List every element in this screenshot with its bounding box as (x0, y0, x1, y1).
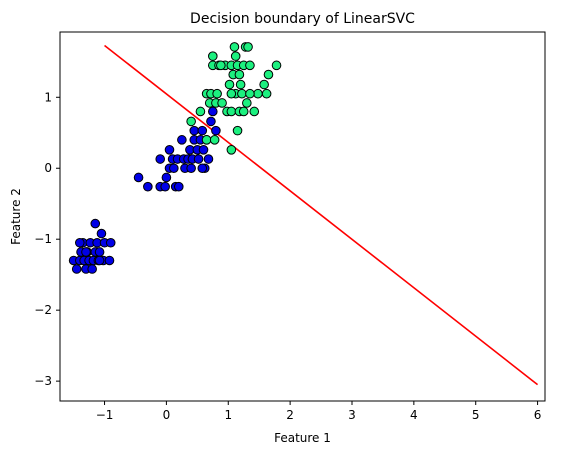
data-point (234, 69, 245, 80)
data-point (212, 88, 222, 99)
data-point (96, 228, 107, 239)
data-point (261, 88, 272, 99)
data-point (211, 125, 221, 136)
data-point (94, 247, 105, 257)
data-point (104, 255, 115, 266)
chart-title: Decision boundary of LinearSVC (190, 11, 415, 27)
data-point (195, 106, 206, 117)
x-tick-label: 6 (534, 408, 542, 422)
y-tick-label: −1 (34, 232, 52, 246)
data-point (177, 135, 187, 145)
data-point (198, 144, 209, 155)
y-axis: −3 −2 −1 0 1 (34, 90, 60, 388)
x-tick-label: 1 (224, 408, 232, 422)
y-axis-label: Feature 2 (9, 188, 23, 245)
y-tick-label: −2 (34, 303, 52, 317)
series-0 (68, 106, 221, 274)
data-point (164, 144, 175, 155)
data-point (94, 255, 105, 266)
y-tick-label: −3 (34, 374, 52, 388)
data-point (143, 181, 153, 192)
x-tick-label: −1 (96, 408, 114, 422)
y-tick-label: 1 (44, 90, 52, 104)
data-point (74, 237, 85, 248)
data-point (271, 60, 282, 71)
data-point (216, 60, 226, 71)
axes-border (59, 31, 546, 402)
data-point (245, 88, 255, 99)
data-point (207, 106, 218, 117)
data-point (226, 106, 237, 117)
decision-boundary-line (104, 44, 539, 386)
data-point (245, 60, 255, 71)
data-point (217, 98, 227, 108)
data-point (226, 144, 237, 155)
data-point (160, 181, 170, 192)
data-point (197, 163, 208, 174)
data-point (81, 247, 91, 257)
data-point (90, 218, 101, 229)
data-point (87, 264, 97, 274)
data-point (161, 172, 172, 183)
x-tick-label: 0 (163, 408, 171, 422)
points-layer (68, 42, 282, 274)
data-point (237, 88, 247, 99)
series-1 (186, 42, 282, 155)
x-tick-label: 4 (410, 408, 418, 422)
x-axis-label: Feature 1 (274, 431, 331, 445)
data-point (235, 79, 246, 90)
data-point (229, 42, 240, 52)
data-point (243, 42, 253, 52)
boundary-layer (104, 44, 539, 386)
data-point (186, 116, 196, 127)
data-point (207, 51, 218, 61)
data-point (259, 79, 269, 90)
data-point (193, 154, 204, 164)
axes-frame (59, 31, 546, 402)
data-point (173, 181, 184, 192)
data-point (201, 135, 212, 145)
data-point (189, 125, 200, 136)
data-point (105, 237, 116, 248)
plot-area (59, 31, 546, 402)
data-point (169, 163, 179, 174)
data-point (249, 106, 260, 117)
data-point (238, 106, 249, 117)
data-point (206, 116, 216, 127)
data-point (197, 125, 208, 136)
data-point (133, 172, 144, 183)
data-point (232, 125, 243, 136)
x-tick-label: 5 (472, 408, 480, 422)
x-tick-label: 2 (286, 408, 294, 422)
x-axis: −1 0 1 2 3 4 5 6 (96, 401, 542, 422)
data-point (263, 69, 274, 80)
data-point (155, 154, 166, 164)
x-tick-label: 3 (348, 408, 356, 422)
data-point (226, 88, 237, 99)
data-point (209, 135, 220, 145)
data-point (203, 154, 214, 164)
data-point (71, 264, 82, 274)
data-point (230, 51, 241, 61)
data-point (224, 79, 235, 90)
y-tick-label: 0 (44, 161, 52, 175)
data-point (186, 163, 196, 174)
data-point (253, 88, 263, 99)
data-point (242, 98, 252, 108)
